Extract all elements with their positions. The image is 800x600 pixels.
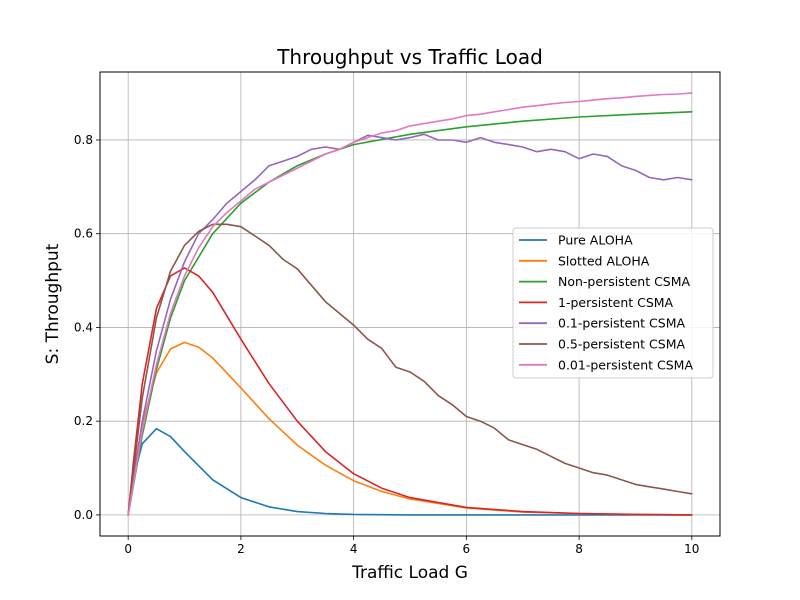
legend-label: 0.5-persistent CSMA [558,337,685,352]
x-tick-label: 8 [575,542,583,556]
x-tick-label: 10 [684,542,699,556]
x-tick-label: 4 [350,542,358,556]
series-line-2 [127,111,693,516]
plot-frame [99,71,721,537]
y-tick-label: 0.8 [74,133,93,147]
y-tick-label: 0.0 [74,508,93,522]
series-line-4 [127,133,693,516]
x-tick-label: 6 [463,542,471,556]
y-axis-ticks: 0.0 0.2 0.4 0.6 0.8 [74,133,100,522]
legend-box [512,227,714,379]
y-tick-label: 0.4 [74,320,93,334]
y-axis-label: S: Throughput [43,243,63,364]
series-line-3 [127,267,693,516]
legend: Pure ALOHA Slotted ALOHA Non-persistent CS… [512,227,714,379]
legend-label: Pure ALOHA [558,233,633,248]
legend-label: Non-persistent CSMA [558,274,691,289]
legend-label: 1-persistent CSMA [558,295,674,310]
y-tick-label: 0.2 [74,414,93,428]
series-line-0 [127,427,693,516]
x-axis-ticks: 0 2 4 6 8 10 [124,536,699,556]
series-lines [127,92,693,516]
chart-title: Throughput vs Traffic Load [276,45,543,69]
legend-label: 0.01-persistent CSMA [558,357,693,372]
y-tick-label: 0.6 [74,227,93,241]
x-axis-label: Traffic Load G [351,563,468,583]
series-line-6 [127,92,693,516]
x-tick-label: 0 [124,542,132,556]
legend-label: 0.1-persistent CSMA [558,316,685,331]
series-line-5 [127,223,693,516]
x-tick-label: 2 [237,542,245,556]
legend-label: Slotted ALOHA [558,253,650,268]
